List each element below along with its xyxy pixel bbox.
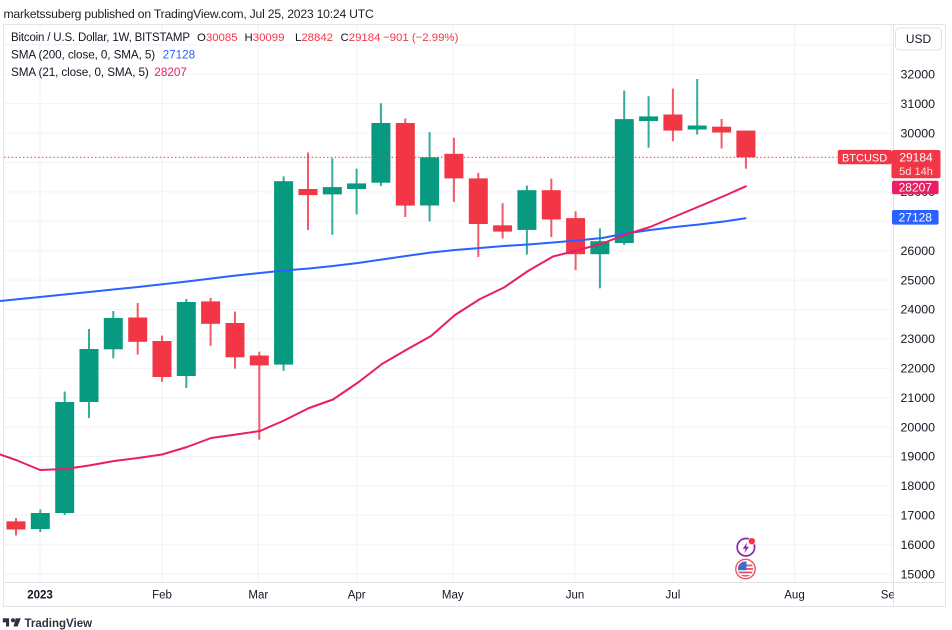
svg-text:−901 (−2.99%): −901 (−2.99%): [383, 32, 459, 44]
svg-text:marketssuberg published on Tra: marketssuberg published on TradingView.c…: [4, 7, 374, 21]
svg-text:28207: 28207: [899, 181, 933, 195]
svg-text:BTCUSD: BTCUSD: [842, 152, 887, 164]
svg-text:2023: 2023: [27, 590, 53, 602]
svg-text:29184: 29184: [899, 151, 933, 165]
svg-text:Jun: Jun: [566, 590, 585, 602]
svg-text:16000: 16000: [901, 538, 936, 552]
svg-text:27128: 27128: [899, 211, 933, 225]
svg-text:USD: USD: [906, 32, 932, 46]
svg-text:27128: 27128: [163, 49, 196, 62]
svg-text:31000: 31000: [901, 97, 936, 111]
svg-text:L28842: L28842: [295, 32, 333, 44]
svg-text:32000: 32000: [901, 68, 936, 82]
svg-text:25000: 25000: [901, 273, 936, 287]
svg-text:C29184: C29184: [341, 32, 381, 44]
svg-text:SMA (21, close, 0, SMA, 5): SMA (21, close, 0, SMA, 5): [11, 66, 149, 79]
svg-text:24000: 24000: [901, 303, 936, 317]
svg-text:Jul: Jul: [666, 590, 681, 602]
svg-text:28207: 28207: [154, 66, 187, 79]
svg-text:22000: 22000: [901, 362, 936, 376]
svg-text:15000: 15000: [901, 567, 936, 581]
svg-text:Mar: Mar: [248, 590, 268, 602]
svg-text:21000: 21000: [901, 391, 936, 405]
svg-text:Aug: Aug: [784, 590, 804, 602]
svg-text:26000: 26000: [901, 244, 936, 258]
svg-text:SMA (200, close, 0, SMA, 5): SMA (200, close, 0, SMA, 5): [11, 49, 155, 62]
svg-text:Feb: Feb: [152, 590, 172, 602]
svg-text:30000: 30000: [901, 126, 936, 140]
svg-text:Sep: Sep: [881, 590, 901, 602]
svg-text:Bitcoin / U.S. Dollar, 1W, BIT: Bitcoin / U.S. Dollar, 1W, BITSTAMP: [11, 32, 190, 44]
svg-text:19000: 19000: [901, 450, 936, 464]
svg-text:18000: 18000: [901, 479, 936, 493]
svg-text:Apr: Apr: [348, 590, 366, 602]
svg-text:May: May: [442, 590, 464, 602]
svg-text:O30085: O30085: [197, 32, 238, 44]
svg-text:23000: 23000: [901, 332, 936, 346]
svg-text:5d 14h: 5d 14h: [899, 166, 933, 178]
svg-text:17000: 17000: [901, 509, 936, 523]
svg-text:H30099: H30099: [245, 32, 285, 44]
svg-text:TradingView: TradingView: [25, 618, 93, 630]
svg-text:20000: 20000: [901, 420, 936, 434]
